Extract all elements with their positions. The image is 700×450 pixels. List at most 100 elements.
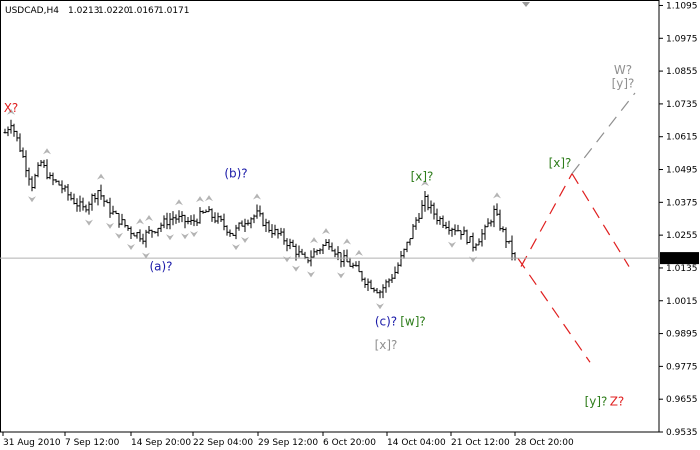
- price-bar: [33, 173, 37, 189]
- forecast-line: [517, 258, 591, 363]
- down-fractal-arrow-icon: [307, 271, 315, 278]
- price-bar: [129, 226, 133, 240]
- price-bar: [447, 220, 451, 235]
- price-bar: [456, 224, 460, 232]
- price-bar: [63, 184, 67, 192]
- down-fractal-arrow-icon: [127, 244, 135, 251]
- plot-frame: [0, 0, 660, 433]
- price-bar: [411, 223, 415, 240]
- high-value: 1.0220: [98, 6, 130, 16]
- price-bar: [492, 205, 496, 228]
- up-fractal-arrow-icon: [421, 180, 429, 187]
- price-bar: [189, 215, 193, 225]
- x-tick-label: 31 Aug 2010: [3, 438, 61, 448]
- price-bar: [30, 176, 34, 192]
- price-bar: [201, 210, 205, 214]
- price-axis: 1.1095 1.0975 1.0855 1.0735 1.0615 1.0495 1.03…: [659, 1, 699, 438]
- price-bar: [168, 213, 172, 230]
- price-bar: [282, 228, 286, 245]
- price-bar: [405, 241, 409, 253]
- price-bar: [345, 249, 349, 263]
- price-bar: [264, 218, 268, 233]
- price-bar: [207, 206, 211, 213]
- price-bar: [429, 200, 433, 214]
- price-bar: [378, 289, 382, 299]
- price-bar: [243, 218, 247, 232]
- down-fractal-arrow-icon: [85, 219, 93, 226]
- price-bar: [450, 227, 454, 237]
- price-bar: [147, 225, 151, 235]
- price-bar: [489, 219, 493, 227]
- price-bar: [333, 248, 337, 258]
- price-bar: [426, 194, 430, 211]
- price-bar: [372, 287, 376, 293]
- y-tick-label: 0.9535: [666, 428, 698, 438]
- wave-label: (c)?: [375, 314, 397, 328]
- price-bar: [75, 198, 79, 212]
- price-bar: [369, 279, 373, 290]
- price-bar: [471, 232, 475, 252]
- price-bar: [462, 226, 466, 236]
- price-bar: [99, 184, 103, 200]
- price-bar: [9, 119, 13, 134]
- price-bar: [315, 249, 319, 256]
- price-bar: [171, 211, 175, 226]
- price-bar: [459, 230, 463, 240]
- price-bar: [81, 197, 85, 211]
- price-bar: [495, 203, 499, 216]
- price-bar: [78, 195, 82, 212]
- price-bar: [54, 178, 58, 183]
- price-bar: [60, 180, 64, 194]
- price-bar: [108, 197, 112, 218]
- price-bar: [420, 200, 424, 219]
- down-fractal-arrow-icon: [241, 236, 249, 243]
- down-fractal-arrow-icon: [376, 303, 384, 310]
- symbol-timeframe: USDCAD,H4: [5, 6, 59, 16]
- wave-label: X?: [4, 101, 19, 115]
- y-tick-label: 0.9655: [666, 395, 698, 405]
- up-fractal-arrow-icon: [196, 196, 204, 203]
- up-fractal-arrow-icon: [7, 108, 15, 115]
- wave-label: Z?: [610, 394, 625, 408]
- price-bar: [435, 208, 439, 225]
- forecast-lines: [517, 92, 636, 363]
- price-bar: [132, 232, 136, 237]
- down-fractal-arrow-icon: [292, 265, 300, 272]
- price-bar: [177, 210, 181, 223]
- price-bar: [213, 212, 217, 224]
- price-bar: [354, 261, 358, 267]
- price-bar: [114, 210, 118, 215]
- price-bar: [381, 284, 385, 299]
- price-bar: [483, 224, 487, 240]
- price-bar: [513, 252, 517, 261]
- price-bar: [225, 225, 229, 236]
- price-bar: [276, 228, 280, 239]
- up-fractal-arrow-icon: [493, 192, 501, 199]
- price-bar: [198, 207, 202, 224]
- scroll-marker-icon: [522, 2, 530, 7]
- price-bar: [51, 172, 55, 186]
- price-bar: [453, 224, 457, 236]
- price-bar: [387, 278, 391, 288]
- price-bar: [441, 215, 445, 228]
- y-tick-label: 1.0855: [666, 67, 698, 77]
- up-fractal-arrow-icon: [43, 148, 51, 155]
- down-fractal-arrow-icon: [448, 241, 456, 248]
- price-bar: [192, 214, 196, 227]
- price-bar: [186, 216, 190, 225]
- price-bar: [297, 245, 301, 258]
- down-fractal-arrow-icon: [232, 244, 240, 251]
- down-fractal-arrow-icon: [28, 196, 36, 203]
- price-bar: [402, 248, 406, 259]
- price-bar: [258, 205, 262, 217]
- price-bar: [321, 243, 325, 254]
- price-bar: [249, 217, 253, 229]
- wave-label: [x]?: [549, 156, 572, 170]
- wave-label: [y]?: [585, 394, 608, 408]
- price-bar: [90, 193, 94, 211]
- up-fractal-arrow-icon: [145, 214, 153, 221]
- x-tick-label: 14 Oct 04:00: [387, 438, 446, 448]
- x-tick-label: 29 Sep 12:00: [258, 438, 318, 448]
- wave-labels: X?(a)?(b)? [x]?(c)? [w]?[x]?[x]?W?[y]?[y]?…: [4, 63, 635, 409]
- price-bar: [339, 252, 343, 268]
